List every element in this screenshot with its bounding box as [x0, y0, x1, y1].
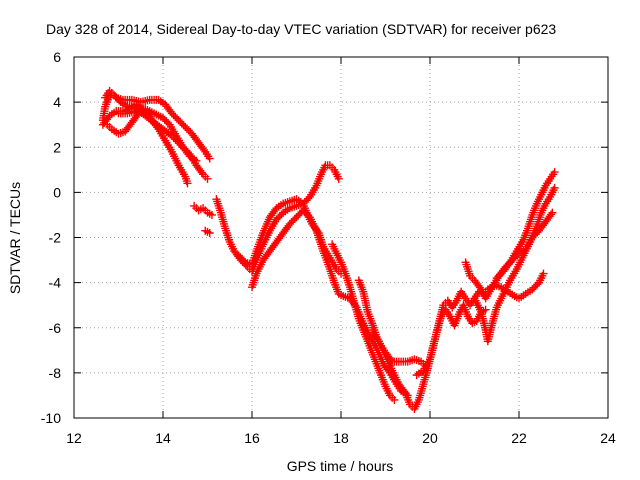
y-tick-label: -8: [49, 365, 62, 381]
data-point-marker: [138, 107, 147, 116]
x-tick-label: 24: [600, 430, 616, 446]
data-points: [98, 86, 559, 413]
data-point-marker: [205, 228, 214, 237]
y-tick-label: 6: [53, 49, 61, 65]
data-point-marker: [203, 174, 212, 183]
data-point-marker: [539, 269, 548, 278]
data-point-marker: [475, 283, 484, 292]
series-trace-16: [470, 183, 559, 346]
series-trace-1: [98, 89, 214, 163]
x-tick-label: 18: [333, 430, 349, 446]
data-point-marker: [400, 387, 409, 396]
y-tick-label: -2: [49, 230, 62, 246]
x-tick-label: 20: [422, 430, 438, 446]
series-trace-14: [412, 269, 548, 380]
data-point-marker: [547, 210, 556, 219]
y-tick-label: -10: [41, 410, 61, 426]
y-tick-label: -6: [49, 320, 62, 336]
x-tick-label: 14: [155, 430, 171, 446]
data-point-marker: [205, 154, 214, 163]
data-point-marker: [199, 145, 208, 154]
data-point-marker: [207, 210, 216, 219]
series-trace-7: [201, 226, 214, 237]
series-trace-6: [190, 201, 216, 219]
grid: [74, 57, 608, 418]
x-tick-label: 16: [244, 430, 260, 446]
axes: [73, 56, 609, 419]
x-tick-label: 12: [66, 430, 82, 446]
y-tick-label: 0: [53, 184, 61, 200]
x-axis-label: GPS time / hours: [287, 458, 394, 474]
chart-title: Day 328 of 2014, Sidereal Day-to-day VTE…: [46, 21, 556, 37]
x-tick-labels: 12 14 16 18 20 22 24: [66, 430, 616, 446]
series-trace-5: [103, 107, 147, 138]
data-point-marker: [334, 174, 343, 183]
y-tick-label: -4: [49, 275, 62, 291]
y-tick-label: 2: [53, 139, 61, 155]
data-point-marker: [153, 123, 162, 132]
y-tick-label: 4: [53, 94, 61, 110]
data-point-marker: [390, 395, 399, 404]
series-trace-17: [492, 168, 559, 283]
data-point-marker: [373, 335, 382, 344]
y-tick-labels: -10 -8 -6 -4 -2 0 2 4 6: [41, 49, 61, 426]
data-point-marker: [504, 260, 513, 269]
data-point-marker: [550, 183, 559, 192]
data-point-marker: [192, 156, 201, 165]
series-trace-11: [328, 240, 399, 404]
data-point-marker: [183, 179, 192, 188]
x-tick-label: 22: [511, 430, 527, 446]
data-point-marker: [197, 168, 206, 177]
data-point-marker: [548, 208, 557, 217]
y-axis-label: SDTVAR / TECUs: [7, 182, 23, 294]
data-point-marker: [550, 168, 559, 177]
